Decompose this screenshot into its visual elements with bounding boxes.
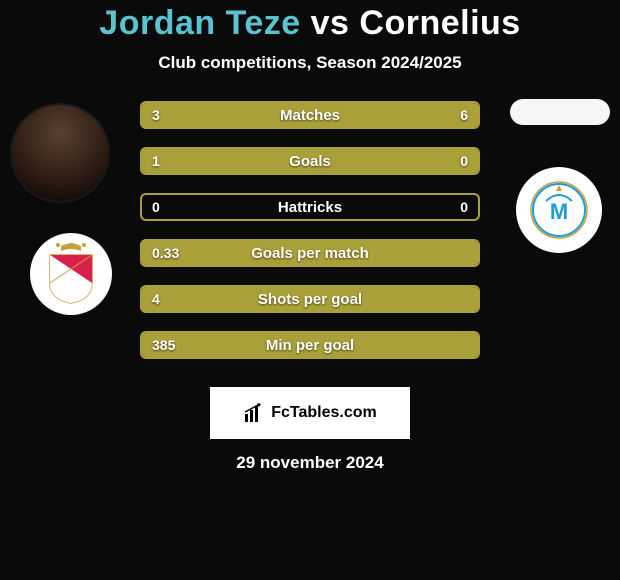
player1-avatar (10, 103, 110, 203)
stat-value-right: 0 (460, 153, 468, 169)
date-label: 29 november 2024 (0, 453, 620, 473)
stat-label: Hattricks (142, 199, 478, 216)
title-player1: Jordan Teze (99, 4, 300, 42)
club1-badge (30, 233, 112, 315)
stat-label: Goals per match (142, 245, 478, 262)
page-title: Jordan Teze vs Cornelius (0, 4, 620, 43)
right-column: M (510, 101, 610, 253)
source-badge: FcTables.com (210, 387, 410, 439)
stat-value-right: 0 (460, 199, 468, 215)
stat-row: 0.33Goals per match (140, 239, 480, 267)
svg-text:M: M (550, 199, 568, 224)
stat-row: 4Shots per goal (140, 285, 480, 313)
club2-badge: M (516, 167, 602, 253)
stat-label: Goals (142, 153, 478, 170)
player2-avatar (510, 99, 610, 125)
om-crest-icon: M (528, 179, 590, 241)
stat-value-right: 6 (460, 107, 468, 123)
stat-label: Shots per goal (142, 291, 478, 308)
stats-area: M 3Matches61Goals00Hattricks00.33Goals p… (0, 101, 620, 359)
stat-row: 385Min per goal (140, 331, 480, 359)
stat-row: 3Matches6 (140, 101, 480, 129)
stats-list: 3Matches61Goals00Hattricks00.33Goals per… (140, 101, 480, 359)
subtitle: Club competitions, Season 2024/2025 (0, 53, 620, 73)
stat-label: Matches (142, 107, 478, 124)
stat-row: 1Goals0 (140, 147, 480, 175)
stat-label: Min per goal (142, 337, 478, 354)
left-column (10, 101, 112, 315)
source-text: FcTables.com (271, 404, 377, 422)
comparison-container: Jordan Teze vs Cornelius Club competitio… (0, 0, 620, 473)
monaco-crest-icon (46, 243, 96, 305)
chart-icon (243, 402, 265, 424)
title-player2: Cornelius (359, 4, 520, 42)
stat-row: 0Hattricks0 (140, 193, 480, 221)
title-vs: vs (311, 4, 360, 42)
